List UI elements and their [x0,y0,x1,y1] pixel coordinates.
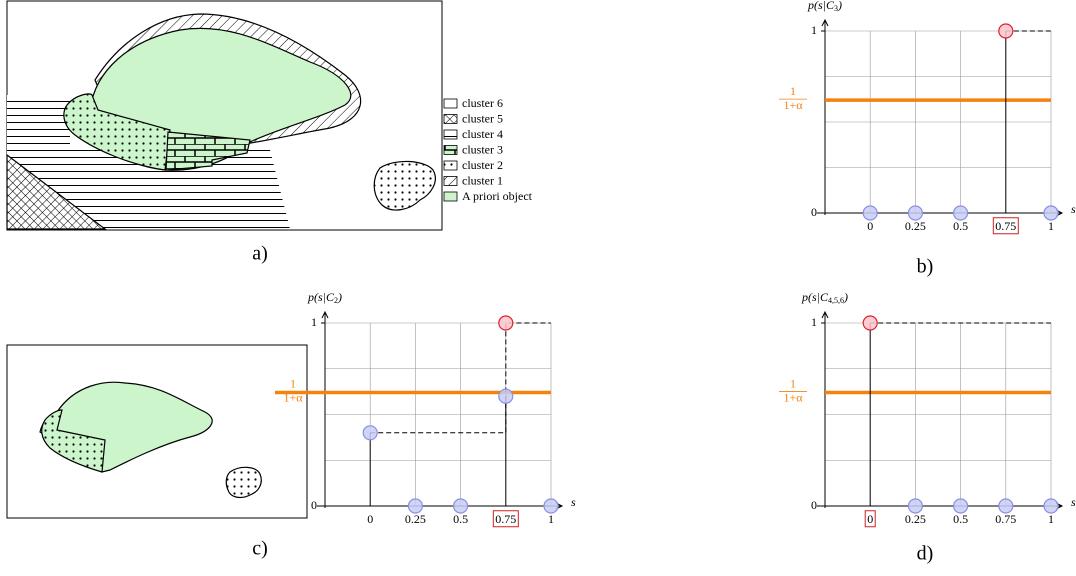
legend-swatch [443,98,458,109]
highlight-box [992,217,1019,235]
panel-label: d) [917,543,934,565]
legend-swatch [443,114,458,124]
point [907,205,924,221]
x-tick-label: 0.75 [995,219,1016,233]
point [862,205,878,221]
cluster-2-region [63,93,171,171]
x-tick-label: 0.75 [495,512,516,526]
y-axis-label-part: ) [843,290,848,304]
y-axis-arrow [821,310,829,319]
y-tick-label: 1 [311,315,317,329]
point [952,205,969,221]
y-axis-arrow [821,18,829,27]
legend-swatch [443,191,458,202]
chart: sp(s|C4,5,6)010 0.25 0.5 0.75 111+α [779,290,1076,528]
legend-label: cluster 1 [462,173,503,187]
cluster-2-small [373,160,436,211]
legend-swatch [443,145,458,155]
point [1043,205,1059,221]
cluster-2-small [225,466,262,499]
y-axis-label: p(s|C3) [807,0,842,13]
point [998,498,1014,514]
x-tick-label: 1 [548,512,554,526]
point [907,498,924,514]
x-tick-label: 0.25 [905,219,926,233]
panel-label: b) [917,256,934,278]
y-axis-label-part: p(s|C [307,290,335,304]
x-axis-label: s [1071,495,1076,509]
chart: sp(s|C2)010 0.25 0.5 0.75 111+α [275,290,576,528]
y-tick-label: 1 [811,23,817,37]
point [453,498,469,514]
x-tick-label: 1 [1048,512,1054,526]
legend-label: cluster 2 [462,158,503,172]
legend-swatch [443,160,458,171]
point [407,498,423,514]
y-axis-label-part: ) [837,0,842,12]
y-tick-label: 0 [311,498,317,512]
threshold-denominator: 1+α [783,98,803,112]
cluster-5-region [6,153,107,230]
threshold-denominator: 1+α [283,390,303,404]
cluster-3-region [165,131,251,171]
panel-c-diagram: c) [6,344,308,560]
chart: sp(s|C3)010 0.25 0.5 0.75 111+α [779,0,1076,235]
y-tick-label: 0 [811,498,817,512]
y-axis-label-part: ) [337,290,342,304]
x-tick-label: 0 [867,219,873,233]
highlight-box [492,510,519,528]
x-tick-label: 0.5 [953,219,968,233]
y-axis-label-part: 2 [334,296,338,305]
y-axis-label: p(s|C2) [307,290,342,305]
y-axis-label-part: 4,5,6 [828,296,844,305]
legend-label: cluster 4 [462,127,503,141]
point [498,388,514,404]
x-tick-label: 1 [1048,219,1054,233]
legend-label: cluster 3 [462,142,503,156]
x-axis-label: s [1071,202,1076,216]
y-axis-label-part: 3 [834,4,838,13]
x-tick-label: 0 [367,512,373,526]
y-axis-label: p(s|C4,5,6) [801,290,848,305]
legend-label: cluster 6 [462,96,503,110]
point [952,498,969,514]
legend-swatch [443,129,458,140]
threshold-numerator: 1 [790,84,796,98]
x-tick-label: 0.5 [953,512,968,526]
legend-label: A priori object [462,189,533,203]
threshold-denominator: 1+α [783,390,803,404]
y-tick-label: 1 [811,315,817,329]
x-tick-label: 0.25 [905,512,926,526]
point [362,425,378,441]
threshold-numerator: 1 [790,376,796,390]
legend-label: cluster 5 [462,111,503,125]
panel-label: c) [252,538,268,560]
panel-label: a) [252,243,268,265]
x-tick-label: 0.5 [453,512,468,526]
point [543,498,559,514]
highlight-box [864,510,876,528]
x-tick-label: 0.25 [405,512,426,526]
x-tick-label: 0 [867,512,873,526]
y-axis-arrow [321,310,329,319]
cluster-2-region [41,409,106,473]
y-tick-label: 0 [811,205,817,219]
point [862,315,878,331]
threshold-numerator: 1 [290,376,296,390]
point [998,23,1014,39]
x-tick-label: 0.75 [995,512,1016,526]
legend-swatch [443,176,458,186]
y-axis-label-part: p(s|C [801,290,829,304]
x-axis-label: s [571,495,576,509]
point [1043,498,1059,514]
y-axis-label-part: p(s|C [807,0,835,12]
point [498,315,514,331]
